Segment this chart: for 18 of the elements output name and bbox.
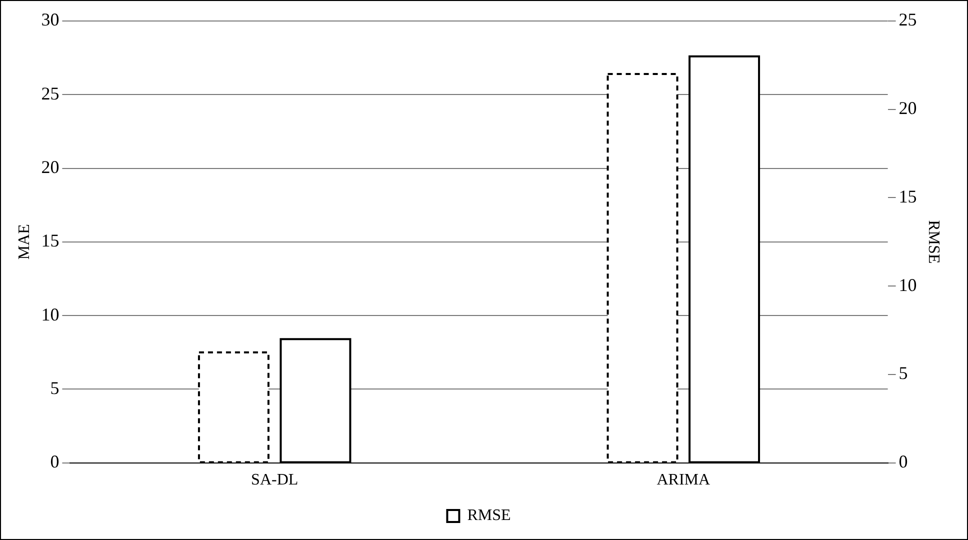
y2-axis-title: RMSE <box>925 220 942 264</box>
y2-tick-label: 5 <box>898 363 908 384</box>
x-tick-label: SA-DL <box>251 472 298 489</box>
y-tick-label: 15 <box>41 230 60 251</box>
y-axis-title: MAE <box>16 224 33 260</box>
y-tick-label: 30 <box>41 10 60 30</box>
y-tick-label: 5 <box>50 378 60 398</box>
y-tick-label: 0 <box>50 452 60 472</box>
y2-tick-label: 20 <box>898 98 917 118</box>
y-tick-label: 20 <box>41 157 60 177</box>
legend-label: RMSE <box>467 507 511 524</box>
y2-tick-label: 0 <box>898 452 908 472</box>
y2-tick-label: 15 <box>898 186 917 206</box>
y2-tick-label: 25 <box>898 10 917 30</box>
y2-tick-label: 10 <box>898 274 917 295</box>
y-tick-label: 10 <box>41 304 60 324</box>
y-tick-label: 25 <box>41 83 60 104</box>
x-tick-label: ARIMA <box>656 472 711 489</box>
